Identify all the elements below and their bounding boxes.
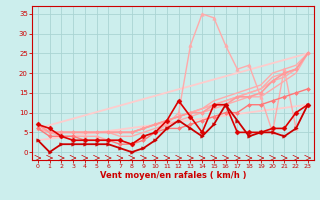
X-axis label: Vent moyen/en rafales ( km/h ): Vent moyen/en rafales ( km/h ) — [100, 171, 246, 180]
